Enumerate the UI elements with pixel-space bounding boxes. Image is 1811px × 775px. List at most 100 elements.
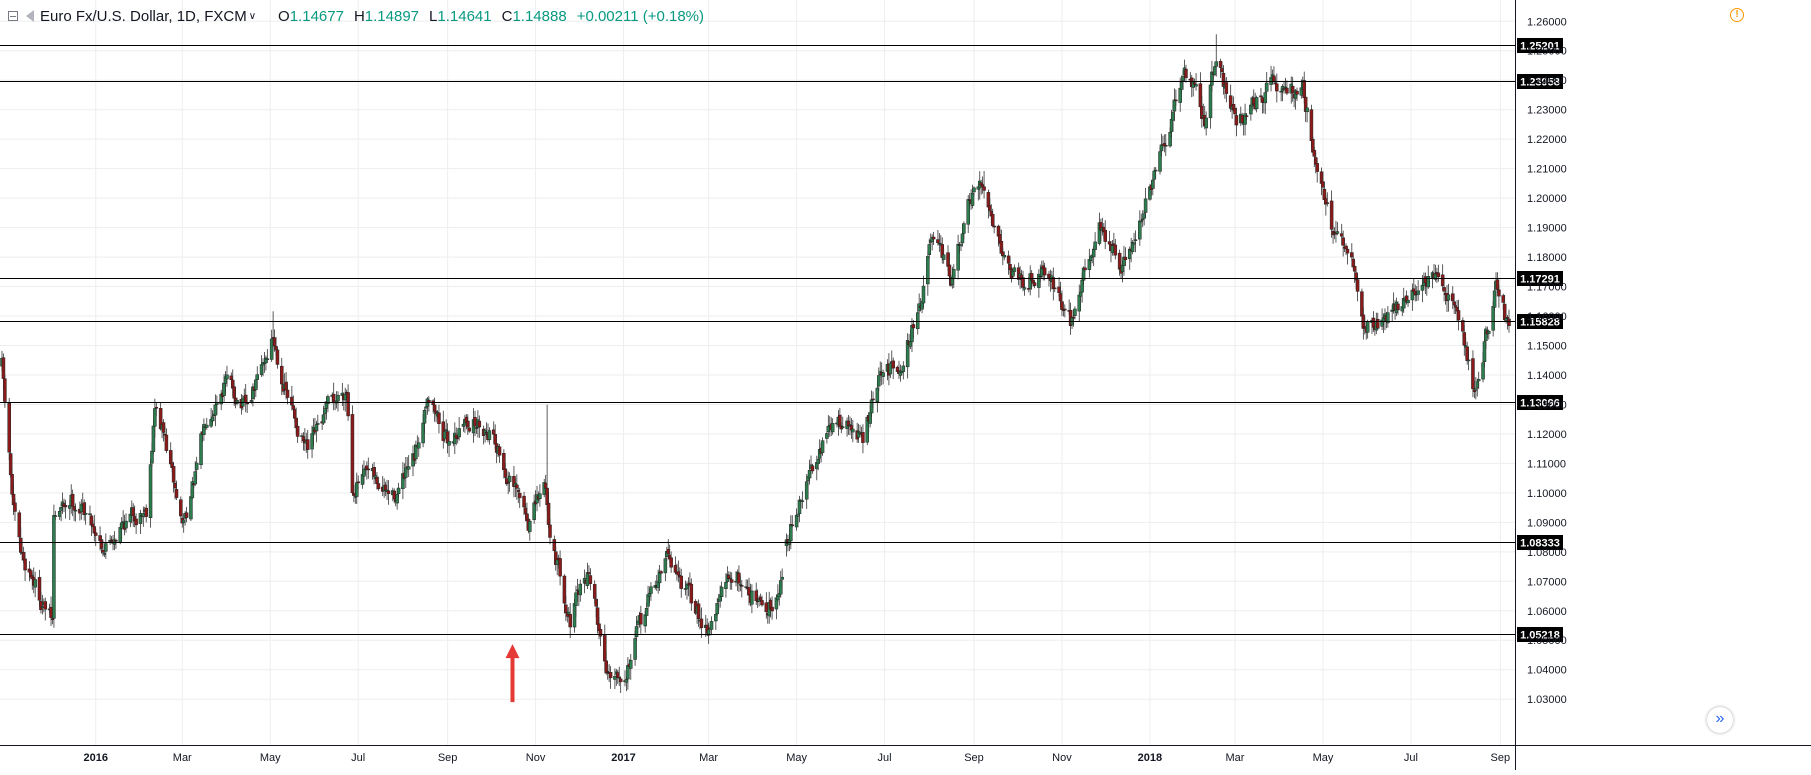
candle-down [1295,90,1299,95]
candle-down [871,398,875,401]
candle-up [1487,331,1491,334]
level-price-tag [1517,627,1563,642]
candle-up [235,400,239,404]
candle-up [1204,117,1208,129]
price-tick-label: 1.09000 [1527,517,1567,529]
candle-up [915,312,920,330]
chevron-down-icon[interactable]: ∨ [248,10,257,22]
candle-down [49,606,53,618]
candle-down [608,672,613,679]
candle-up [1476,379,1481,382]
candle-down [1456,310,1461,321]
candle-down [285,389,290,398]
time-axis[interactable]: 2016 Mar May Jul Sep Nov 2017 Mar May Jul Sep Nov 20… [0,745,1811,771]
candle-down [366,468,371,471]
candle-down [1309,109,1314,142]
candle-down [1244,115,1249,117]
time-tick-label: Sep [1491,752,1511,764]
candle-up [1168,131,1172,147]
candle-down [1042,267,1047,276]
candle-down [184,512,189,518]
annotations [505,644,520,703]
candle-down [592,584,597,599]
price-tick-label: 1.19000 [1527,223,1567,235]
candle-up [1214,61,1219,67]
candle-up [972,187,976,193]
candle-down [144,507,148,517]
candle-up [941,254,946,260]
candle-up [905,340,910,368]
candle-down [1355,279,1360,292]
time-tick-label: Mar [173,752,192,764]
candle-up [1073,308,1077,316]
price-tick-label: 1.18000 [1527,252,1567,264]
time-tick-label: Sep [438,752,458,764]
candle-up [1446,294,1451,301]
candle-down [497,446,502,456]
candle-up [1022,287,1027,290]
price-tick-label: 1.23000 [1527,105,1567,117]
time-tick-label: Mar [1226,752,1245,764]
candle-down [280,365,284,385]
candle-down [992,225,996,228]
candle-up [804,481,809,500]
candle-down [618,678,623,683]
price-tick-label: 1.04000 [1527,665,1567,677]
candle-down [546,502,551,525]
candle-up [789,524,793,542]
candle-down [1174,99,1178,102]
candle-down [7,402,11,453]
candle-up [1481,362,1485,380]
candle-up [800,500,805,502]
candle-up [970,193,975,206]
candle-up [644,607,649,616]
candle-down [437,412,441,424]
candle-down [770,606,774,612]
candle-down [1164,144,1168,147]
arrow-up-icon[interactable] [505,644,520,659]
candle-up [53,515,58,517]
candle-up [1335,231,1340,234]
candle-down [598,629,603,637]
price-axis[interactable]: 1.26000 1.25000 1.24000 1.23000 1.22000 1.210… [1515,0,1567,770]
level-price-tag [1517,535,1563,550]
price-tick-label: 1.16000 [1527,311,1567,323]
candle-down [1063,308,1067,311]
candle-down [1497,289,1501,297]
candle-up [921,285,926,304]
candle-down [1315,163,1319,172]
price-tick-label: 1.17000 [1527,282,1567,294]
minus-square-icon[interactable] [8,11,18,21]
time-tick-label: 2018 [1138,752,1162,764]
candle-up [1482,341,1487,363]
candle-down [164,434,169,451]
candle-up [1093,241,1097,250]
horizontal-levels: 1.25201 1.23958 1.17291 1.15828 1.13096 1.083… [0,38,1563,642]
candle-down [1103,229,1107,242]
warning-icon[interactable]: ! [1730,8,1744,22]
candle-down [588,575,593,584]
candle-down [1345,248,1350,254]
symbol-title[interactable]: Euro Fx/U.S. Dollar, 1D, FXCM [40,7,247,25]
price-tick-label: 1.22000 [1527,134,1567,146]
candle-down [1495,279,1500,290]
candle-up [414,444,418,460]
candle-up [417,442,421,449]
candle-down [1113,244,1118,256]
double-chevron-right-icon[interactable]: » [1707,707,1733,733]
candle-down [548,524,552,538]
candle-up [326,396,330,405]
candle-up [634,626,639,638]
candle-down [689,583,694,604]
candle-up [104,543,108,552]
candle-down [1052,287,1057,290]
candle-up [1386,312,1390,324]
candle-up [952,269,956,280]
candle-down [562,575,567,604]
flag-icon[interactable] [26,10,34,22]
candle-down [356,481,360,484]
candle-up [926,256,930,285]
candle-up [780,576,784,580]
